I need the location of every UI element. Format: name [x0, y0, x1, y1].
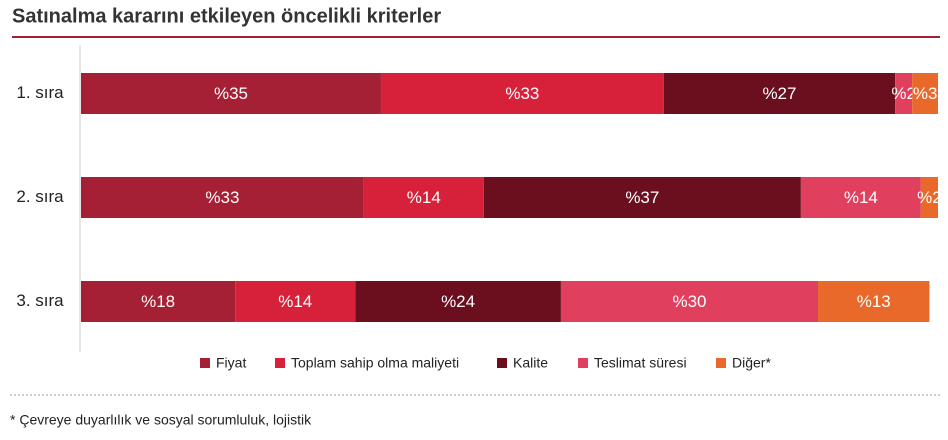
data-label: %33	[505, 84, 539, 103]
data-label: %13	[857, 292, 891, 311]
legend-label: Toplam sahip olma maliyeti	[291, 355, 459, 371]
bar-segment	[800, 177, 921, 218]
bar-segment	[895, 73, 913, 114]
data-label: %33	[205, 188, 239, 207]
chart-title: Satınalma kararını etkileyen öncelikli k…	[12, 5, 441, 27]
y-tick-label: 3. sıra	[16, 291, 64, 310]
y-tick-label: 1. sıra	[16, 83, 64, 102]
bar-segment	[483, 177, 801, 218]
bar-segment	[235, 281, 356, 322]
bar-segment	[560, 281, 819, 322]
footnote: * Çevreye duyarlılık ve sosyal sorumlulu…	[10, 412, 312, 428]
legend-swatch	[200, 358, 210, 368]
data-label: %14	[407, 188, 441, 207]
bar-segment	[81, 73, 381, 114]
legend-swatch	[716, 358, 726, 368]
data-label: %24	[441, 292, 475, 311]
data-label: %2	[917, 188, 942, 207]
bar-segment	[920, 177, 938, 218]
bar-segment	[81, 281, 236, 322]
data-label: %3	[913, 84, 938, 103]
legend-swatch	[578, 358, 588, 368]
bar-segment	[363, 177, 484, 218]
data-label: %35	[214, 84, 248, 103]
bar-segment	[912, 73, 938, 114]
data-label: %14	[278, 292, 312, 311]
legend-label: Diğer*	[732, 355, 771, 371]
bar-segment	[818, 281, 930, 322]
data-label: %30	[672, 292, 706, 311]
data-label: %37	[625, 188, 659, 207]
y-tick-label: 2. sıra	[16, 187, 64, 206]
bar-segment	[663, 73, 896, 114]
legend-label: Kalite	[513, 355, 548, 371]
bar-segment	[81, 177, 364, 218]
data-label: %18	[141, 292, 175, 311]
legend-swatch	[275, 358, 285, 368]
legend-swatch	[497, 358, 507, 368]
data-label: %14	[844, 188, 878, 207]
bar-segment	[355, 281, 561, 322]
bar-segment	[380, 73, 664, 114]
legend-label: Fiyat	[216, 355, 246, 371]
legend-label: Teslimat süresi	[594, 355, 687, 371]
data-label: %27	[762, 84, 796, 103]
data-label: %2	[891, 84, 916, 103]
